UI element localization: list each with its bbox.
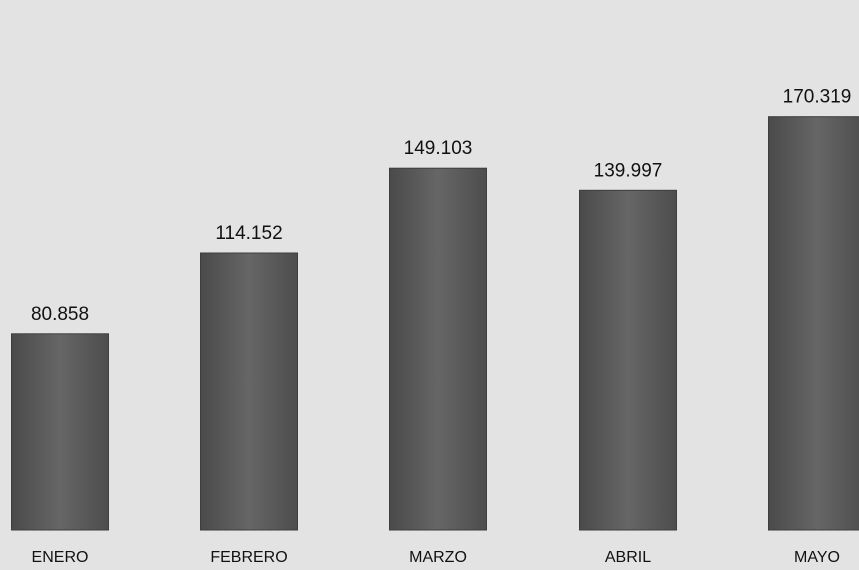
bars-group	[11, 116, 859, 531]
category-label-enero: ENERO	[32, 549, 89, 566]
bar-abril	[579, 189, 677, 531]
category-label-mayo: MAYO	[794, 549, 840, 566]
value-label-febrero: 114.152	[215, 223, 282, 244]
value-label-enero: 80.858	[31, 304, 89, 325]
value-label-abril: 139.997	[594, 160, 663, 181]
value-label-marzo: 149.103	[404, 138, 473, 159]
category-labels-group: ENERO FEBRERO MARZO ABRIL MAYO	[32, 549, 840, 566]
bar-febrero	[200, 252, 298, 531]
bar-mayo	[768, 116, 859, 531]
category-label-marzo: MARZO	[409, 549, 467, 566]
bar-marzo	[389, 167, 487, 531]
category-label-febrero: FEBRERO	[210, 549, 287, 566]
value-labels-group: 80.858 114.152 149.103 139.997 170.319	[31, 87, 851, 325]
category-label-abril: ABRIL	[605, 549, 651, 566]
bar-enero	[11, 333, 109, 531]
value-label-mayo: 170.319	[783, 87, 852, 108]
